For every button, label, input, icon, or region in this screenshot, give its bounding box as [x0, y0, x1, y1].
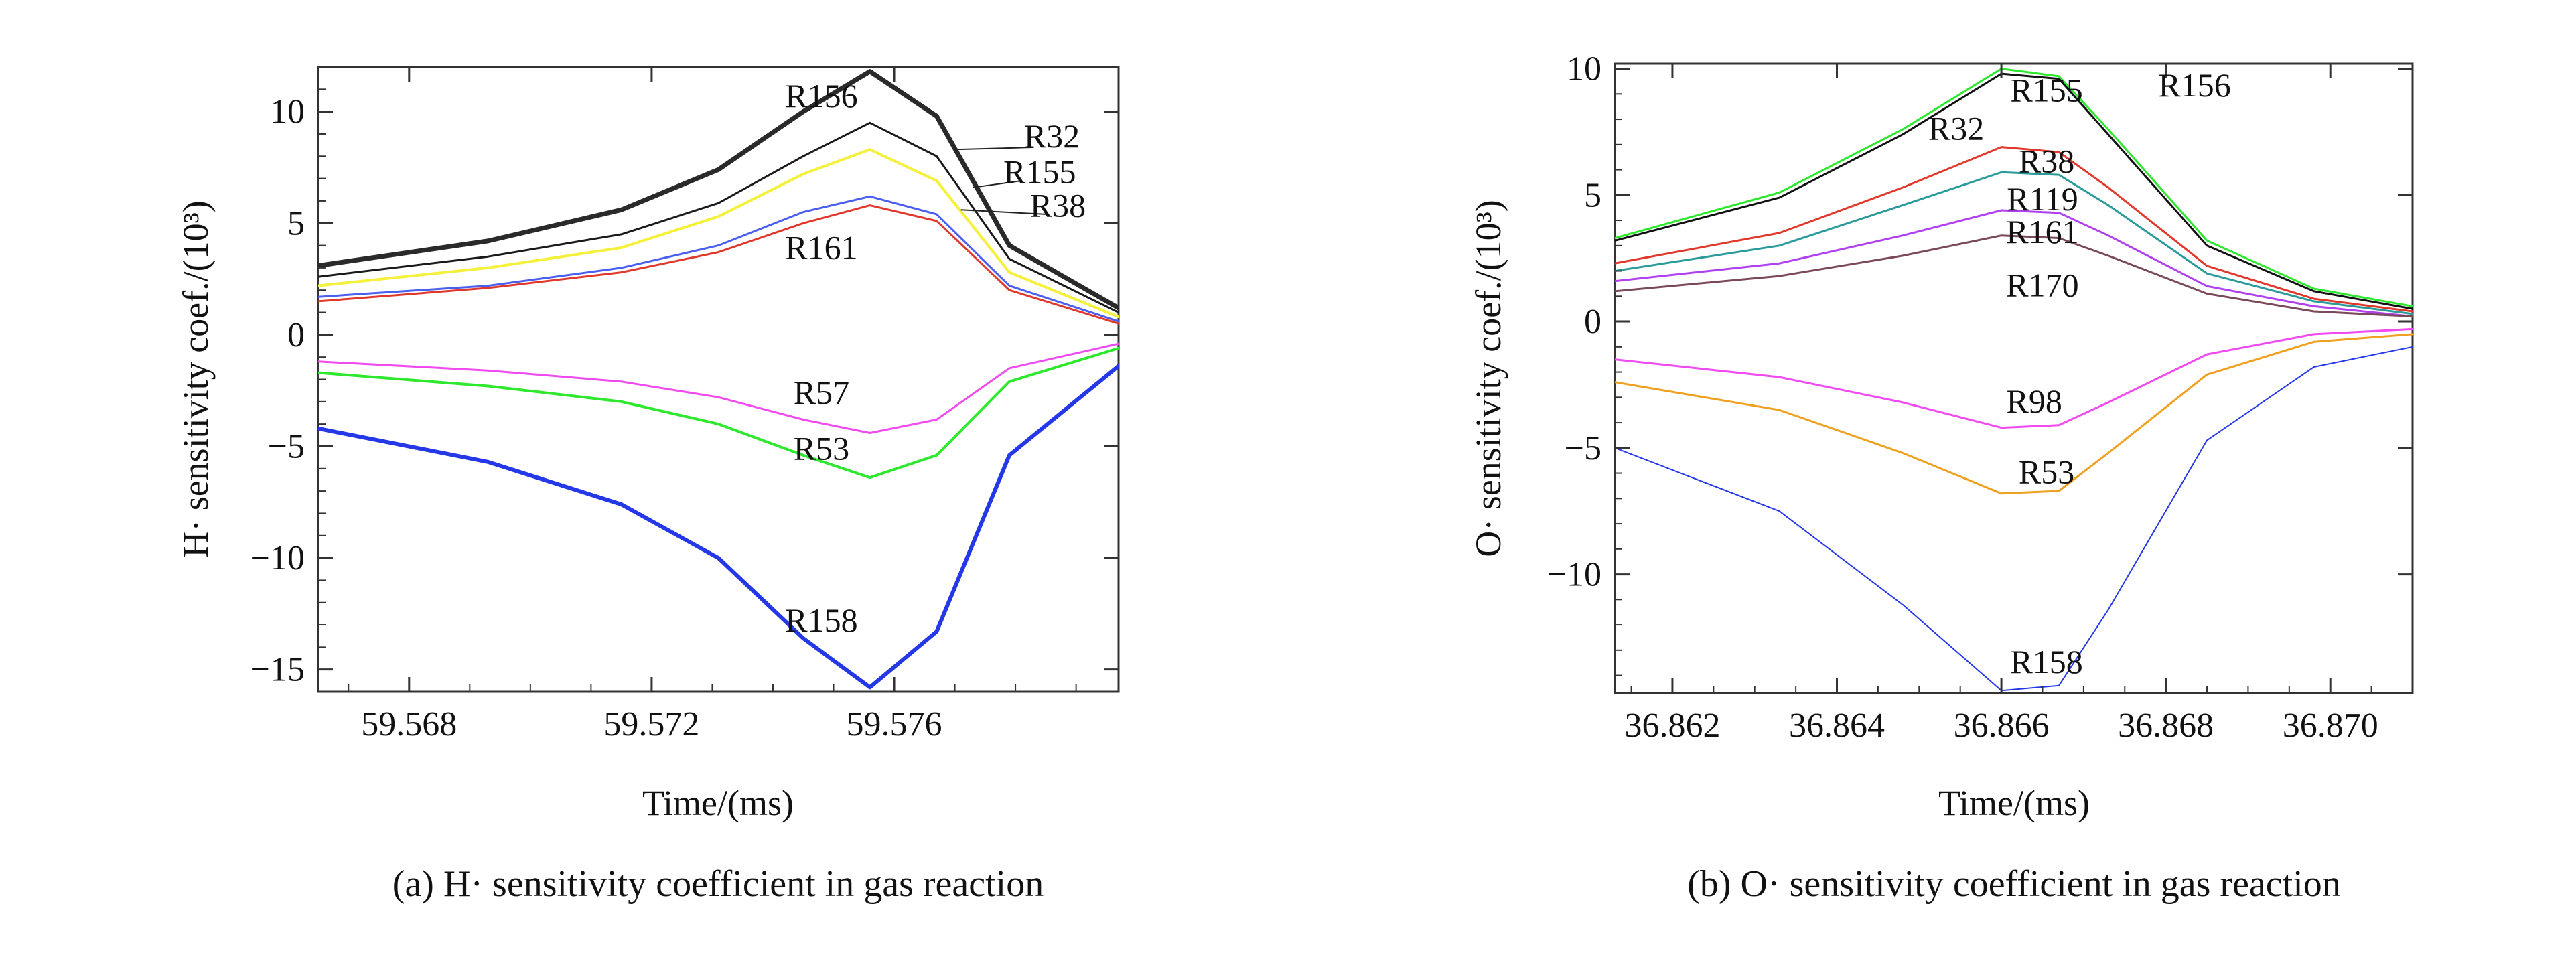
tick-layer-a: 59.568 59.572 59.576 10 5 0 −5 −10 −15: [251, 66, 1119, 743]
leader-line-a-1: [973, 179, 1022, 188]
series-label-r38-a: R38: [1030, 186, 1086, 224]
series-label-r155-a: R155: [1003, 153, 1076, 190]
y-tick-label-b: 0: [1584, 303, 1601, 341]
series-label-r119-b: R119: [2007, 180, 2078, 218]
series-label-r161-a: R161: [785, 229, 857, 267]
series-layer-b: [1615, 68, 2413, 692]
series-line-r170-b: [1615, 234, 2413, 317]
series-line-r119-b: [1615, 171, 2413, 315]
x-axis-title-a: Time/(ms): [642, 783, 794, 823]
series-line-r158-b: [1615, 346, 2413, 692]
series-line-r57-a: [318, 342, 1119, 434]
series-label-r53-a: R53: [794, 429, 849, 467]
series-label-r57-a: R57: [794, 374, 849, 411]
series-line-r161-b: [1615, 209, 2413, 317]
series-line-r32-a: [318, 121, 1119, 313]
plot-frame-a: [317, 66, 1120, 693]
x-tick-label-b: 36.862: [1624, 707, 1720, 745]
series-label-r155-b: R155: [2010, 72, 2082, 109]
series-line-r53-b: [1615, 333, 2413, 495]
x-tick-label-a: 59.572: [603, 705, 699, 743]
series-line-r156-a: [318, 69, 1119, 311]
y-tick-label-b: 5: [1584, 176, 1601, 214]
x-tick-label-b: 36.864: [1789, 707, 1885, 745]
series-label-r38-b: R38: [2019, 142, 2074, 179]
series-label-r98-b: R98: [2007, 382, 2062, 420]
series-label-r156-b: R156: [2158, 66, 2230, 104]
x-tick-label-a: 59.576: [847, 705, 942, 743]
leader-layer-a: [954, 146, 1046, 215]
x-axis-title-b: Time/(ms): [1938, 783, 2090, 823]
caption-a: (a) H· sensitivity coefficient in gas re…: [392, 863, 1044, 905]
series-line-r38-a: [318, 195, 1119, 323]
series-line-r32-b: [1615, 146, 2413, 313]
chart-panel-b: 36.862 36.864 36.866 36.868 36.8701050−5−10 …: [1468, 50, 2414, 905]
y-axis-title-b: O· sensitivity coef./(10³): [1468, 200, 1508, 557]
series-line-r158-a: [318, 364, 1119, 690]
series-label-r161-b: R161: [2006, 213, 2078, 250]
series-layer-a: [318, 69, 1119, 690]
y-tick-label-a: −15: [251, 651, 305, 689]
series-line-r156-b: [1615, 72, 2413, 310]
y-tick-label-a: 5: [287, 204, 305, 242]
leader-line-a-2: [960, 209, 1046, 215]
caption-b: (b) O· sensitivity coefficient in gas re…: [1687, 863, 2341, 905]
y-tick-label-b: −10: [1547, 556, 1601, 594]
series-line-r53-a: [318, 346, 1119, 480]
y-tick-label-a: 0: [287, 316, 305, 354]
y-tick-label-a: −5: [268, 427, 305, 465]
series-label-r53-b: R53: [2019, 453, 2074, 491]
series-label-r158-a: R158: [785, 601, 857, 639]
series-label-r158-b: R158: [2010, 643, 2082, 680]
y-tick-label-a: −10: [251, 539, 305, 577]
y-tick-label-b: 10: [1567, 50, 1601, 88]
series-label-r32-a: R32: [1024, 117, 1080, 155]
series-line-r155-a: [318, 148, 1119, 319]
x-tick-label-b: 36.866: [1954, 707, 2050, 745]
tick-layer-b: 36.862 36.864 36.866 36.868 36.870 10 5 0 −5 −10: [1547, 50, 2413, 745]
series-label-r32-b: R32: [1928, 109, 1984, 147]
series-line-r98-b: [1615, 327, 2413, 429]
y-axis-title-a: H· sensitivity coef./(10³): [175, 200, 216, 558]
x-tick-label-b: 36.870: [2283, 707, 2378, 745]
y-tick-label-a: 10: [270, 93, 305, 131]
y-tick-label-b: −5: [1565, 429, 1601, 467]
series-label-r170-b: R170: [2006, 266, 2078, 303]
plot-frame-b: [1614, 62, 2414, 694]
series-line-r161-a: [318, 204, 1119, 325]
x-tick-label-a: 59.568: [361, 705, 457, 743]
series-label-r156-a: R156: [785, 77, 857, 115]
series-line-r155-b: [1615, 68, 2413, 307]
x-tick-label-b: 36.868: [2118, 707, 2214, 745]
leader-line-a-0: [954, 146, 1034, 151]
